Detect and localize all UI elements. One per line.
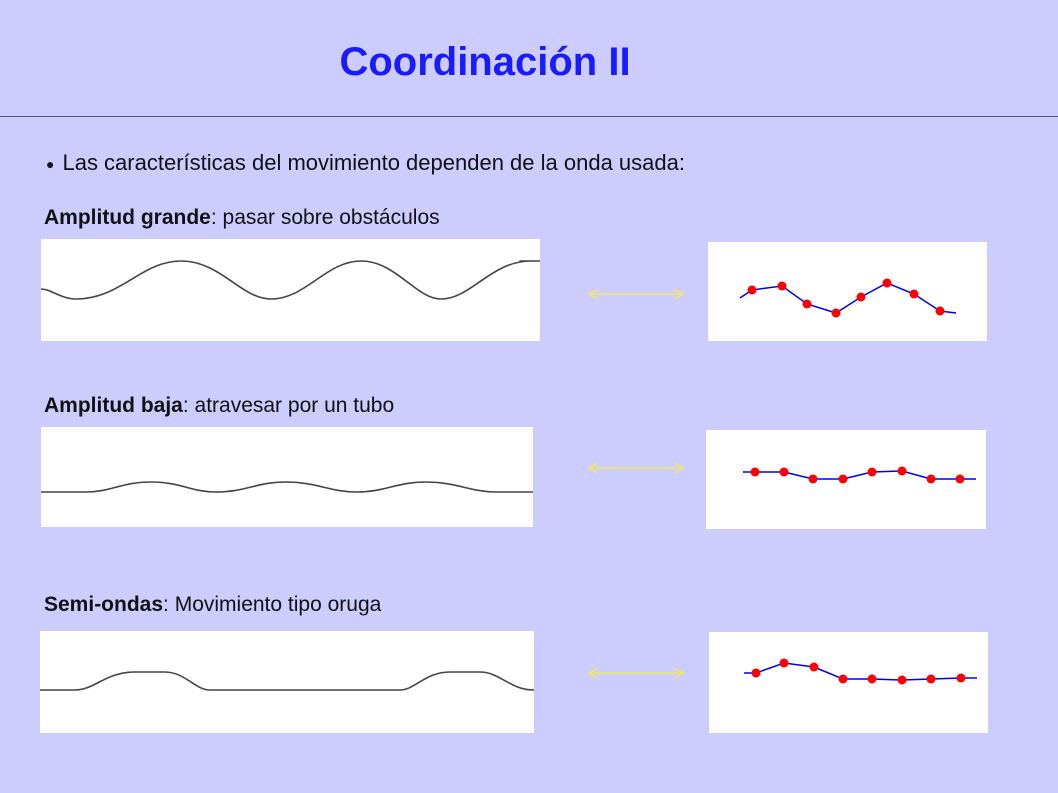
robot-joint	[926, 474, 936, 484]
robot-joint	[777, 281, 787, 291]
robot-joint	[955, 474, 965, 484]
wave-panel-amplitud-baja	[41, 427, 533, 527]
caption-amplitud-baja: Amplitud baja: atravesar por un tubo	[44, 391, 484, 420]
bullet-text: Las características del movimiento depen…	[62, 150, 685, 175]
title-divider	[0, 116, 1058, 117]
robot-joint	[838, 474, 848, 484]
robot-joint	[802, 299, 812, 309]
caption-bold: Semi-ondas	[44, 593, 164, 616]
wave-line	[40, 671, 534, 691]
caption-bold: Amplitud grande	[44, 206, 211, 229]
wave-semi-ondas	[40, 671, 534, 691]
arrow-2-icon	[587, 462, 685, 474]
robot-body-line	[739, 282, 957, 314]
caption-rest: : Movimiento tipo oruga	[163, 593, 382, 616]
caption-amplitud-grande: Amplitud grande: pasar sobre obstáculos	[44, 203, 484, 232]
bullet-icon: ●	[46, 156, 55, 173]
robot-joint	[747, 285, 757, 295]
caption-semi-ondas: Semi-ondas: Movimiento tipo oruga	[44, 590, 484, 619]
wave-amplitud-grande	[41, 260, 540, 300]
robot-joint	[779, 467, 789, 477]
robot-semi-ondas	[744, 658, 977, 685]
robot-panel-amplitud-baja	[706, 430, 986, 529]
robot-panel-semi-ondas	[709, 632, 988, 733]
robot-joint	[882, 278, 892, 288]
robot-joint	[808, 474, 818, 484]
arrow-1-icon	[587, 288, 685, 300]
wave-panel-semi-ondas	[40, 631, 534, 733]
robot-amplitud-grande	[739, 278, 957, 318]
robot-joint	[897, 675, 907, 685]
robot-joint	[909, 289, 919, 299]
arrow-3-icon	[587, 667, 685, 679]
caption-bold: Amplitud baja	[44, 394, 183, 417]
robot-joint	[831, 308, 841, 318]
wave-line	[41, 481, 533, 493]
robot-body-line	[744, 662, 977, 681]
robot-joint	[779, 658, 789, 668]
robot-joint	[926, 674, 936, 684]
wave-line	[41, 260, 540, 300]
bullet-point: ● Las características del movimiento depe…	[46, 148, 685, 179]
caption-rest: : pasar sobre obstáculos	[210, 206, 440, 229]
robot-joint	[809, 662, 819, 672]
robot-joint	[856, 292, 866, 302]
robot-body-line	[743, 470, 976, 480]
caption-rest: : atravesar por un tubo	[182, 394, 395, 417]
robot-joint	[867, 467, 877, 477]
wave-amplitud-baja	[41, 481, 533, 493]
robot-joint	[956, 673, 966, 683]
robot-joint	[751, 668, 761, 678]
robot-joint	[838, 674, 848, 684]
robot-joint	[750, 467, 760, 477]
robot-joint	[867, 674, 877, 684]
robot-joint	[897, 466, 907, 476]
robot-panel-amplitud-grande	[708, 242, 987, 341]
robot-joint	[935, 306, 945, 316]
robot-amplitud-baja	[743, 466, 976, 484]
slide-title: Coordinación II	[339, 40, 631, 84]
wave-panel-amplitud-grande	[41, 239, 540, 341]
